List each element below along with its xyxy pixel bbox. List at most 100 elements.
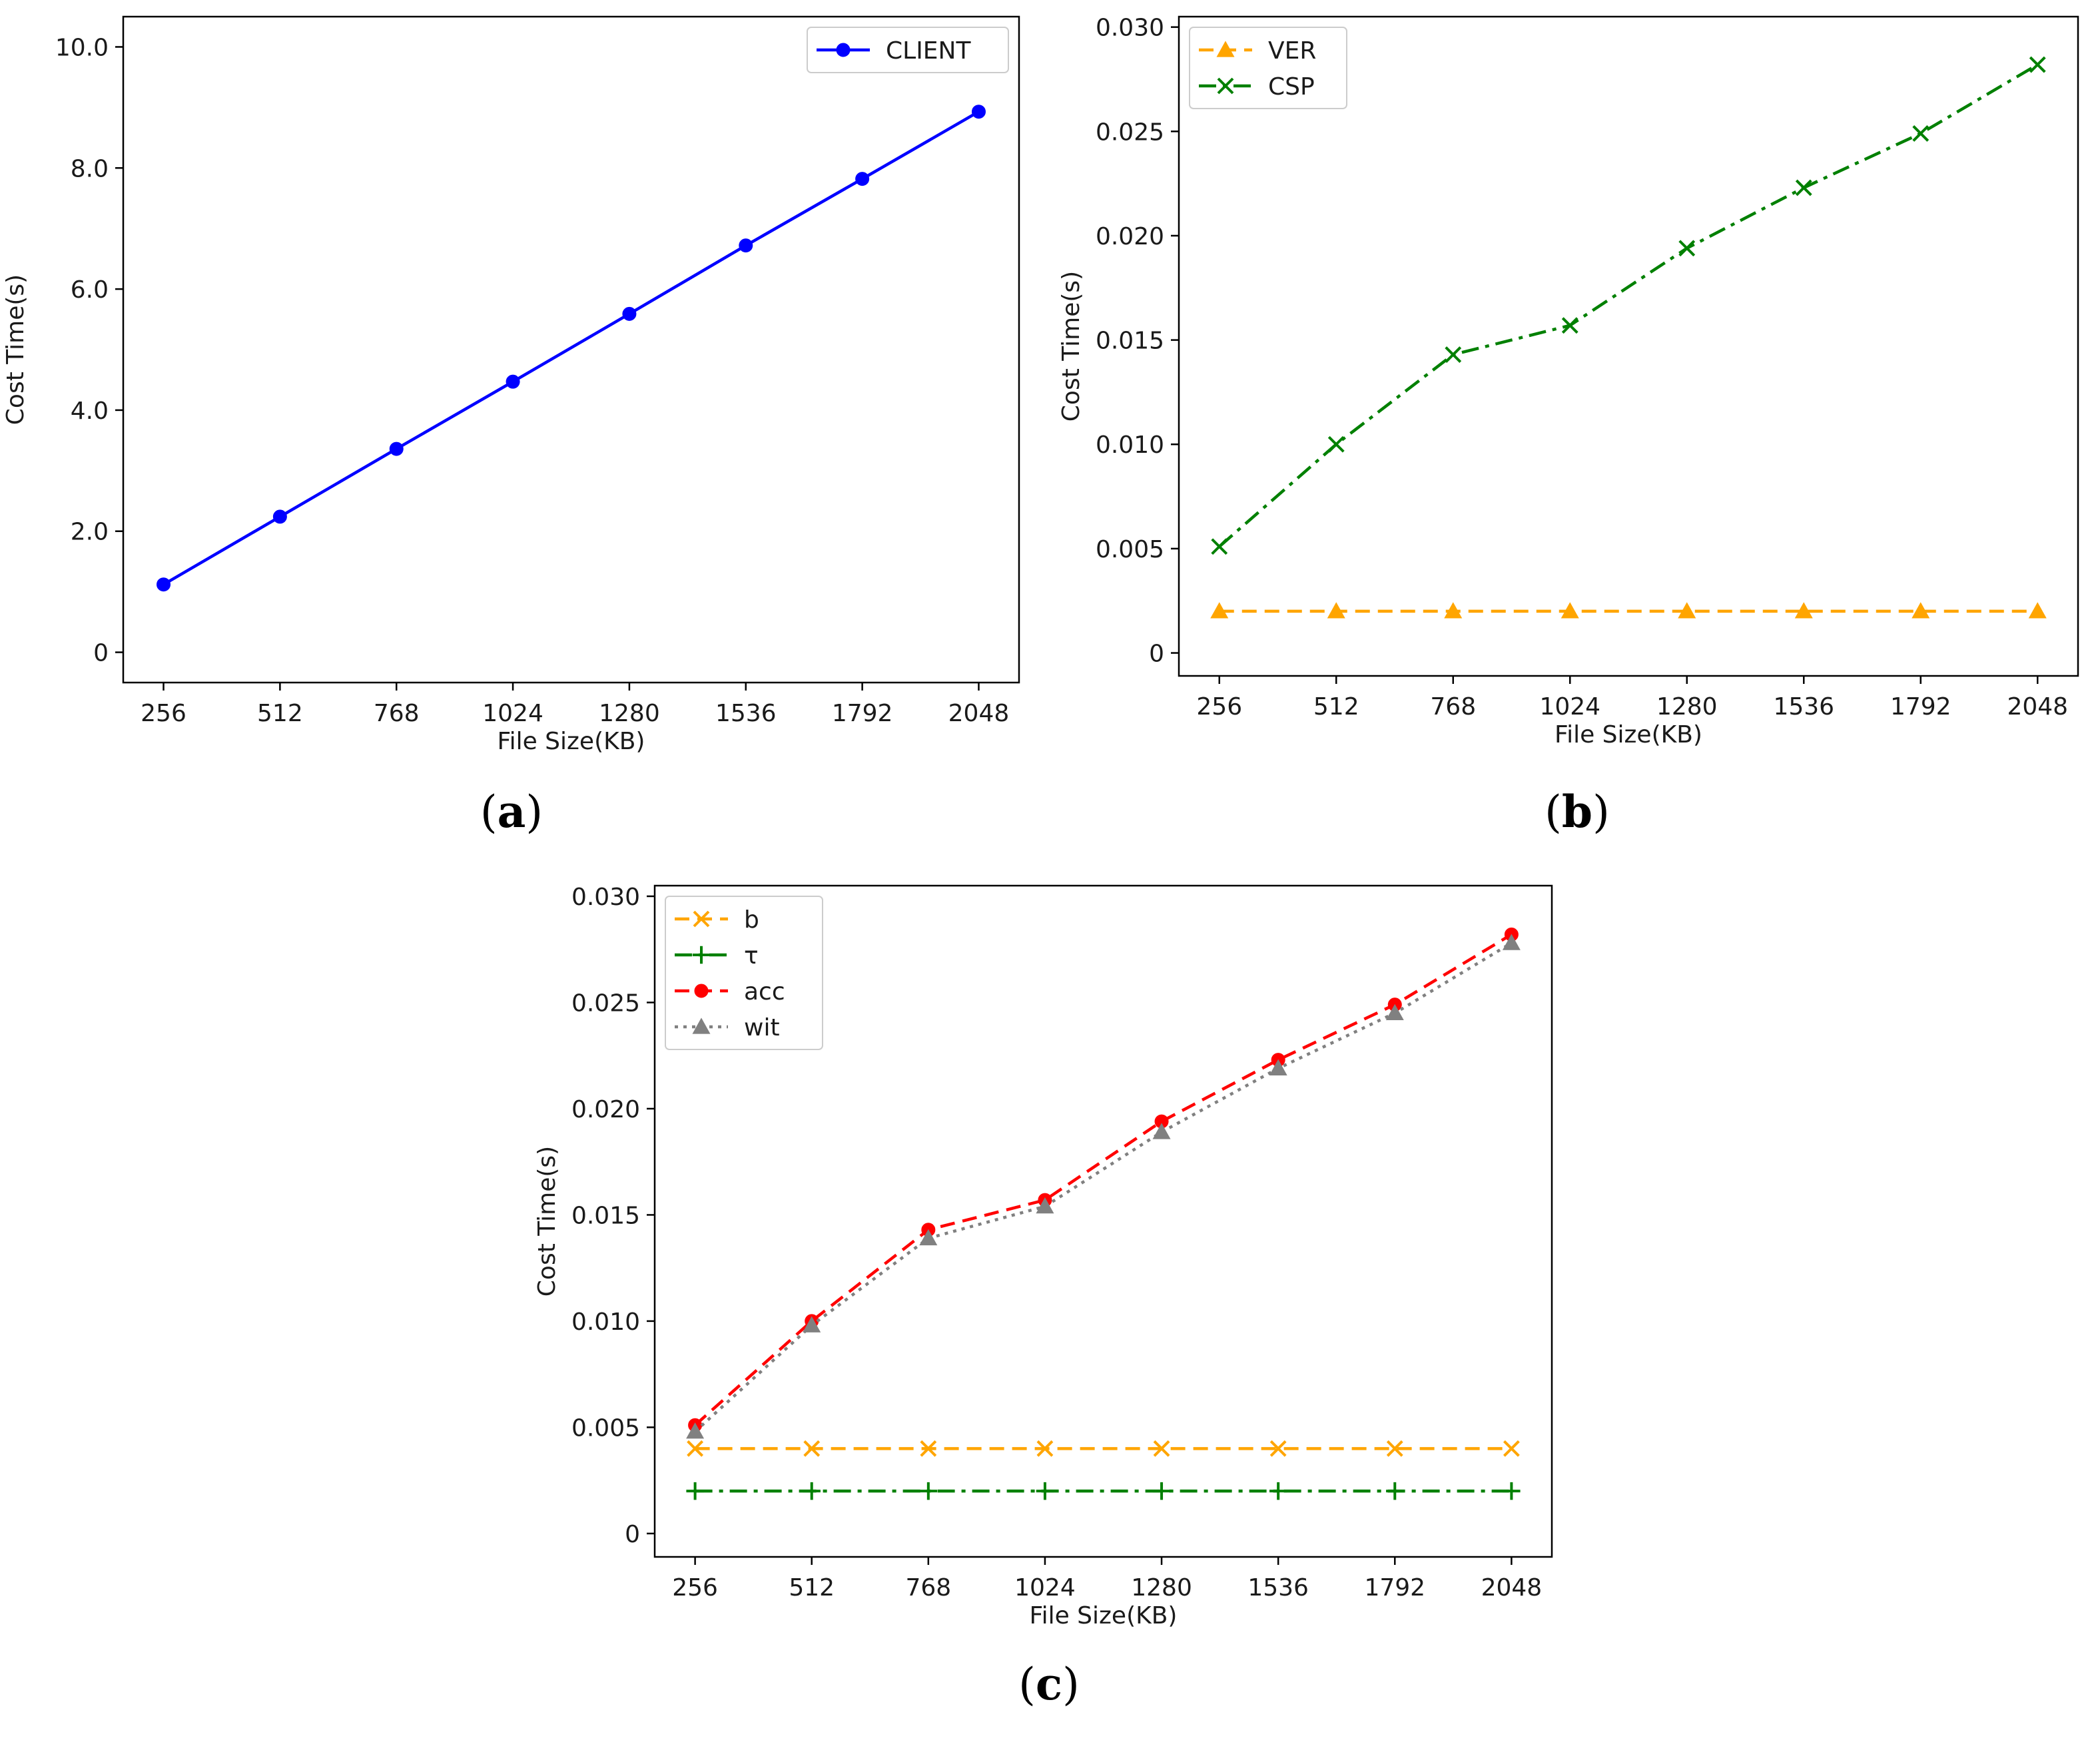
y-tick-label: 0.015 xyxy=(1096,328,1164,355)
data-point xyxy=(2028,602,2047,619)
caption-letter: a xyxy=(498,786,526,838)
data-point xyxy=(1152,1123,1171,1139)
x-tick-label: 512 xyxy=(257,700,303,727)
data-point xyxy=(1210,602,1229,619)
y-tick-label: 10.0 xyxy=(55,34,109,61)
series-b xyxy=(687,1440,1520,1457)
legend: CLIENT xyxy=(807,27,1009,73)
data-point xyxy=(803,1482,821,1500)
data-point xyxy=(1269,1482,1287,1500)
data-point xyxy=(1912,125,1929,142)
y-axis-label: Cost Time(s) xyxy=(2,274,29,425)
x-tick-label: 1792 xyxy=(1364,1574,1425,1601)
y-tick-label: 0.015 xyxy=(571,1202,640,1229)
legend-marker xyxy=(1217,77,1234,95)
data-point xyxy=(1678,240,1696,257)
y-tick-label: 8.0 xyxy=(71,155,109,182)
legend: VER CSP xyxy=(1189,27,1347,109)
legend-label: VER xyxy=(1268,37,1316,65)
legend-marker xyxy=(693,910,710,928)
x-tick-label: 2048 xyxy=(948,700,1010,727)
plot-frame xyxy=(1178,15,2079,677)
x-tick-label: 1792 xyxy=(1890,693,1951,721)
y-axis-label: Cost Time(s) xyxy=(1058,271,1085,422)
data-point xyxy=(920,1440,937,1457)
data-point xyxy=(1036,1482,1054,1500)
y-tick-label: 0.010 xyxy=(571,1309,640,1336)
data-point xyxy=(389,441,404,456)
data-point xyxy=(1503,1482,1521,1500)
data-point xyxy=(1386,1440,1403,1457)
y-tick-label: 0.020 xyxy=(571,1096,640,1123)
legend: bτ acc wit xyxy=(665,896,823,1050)
caption-c: (c) xyxy=(1018,1658,1080,1710)
data-point xyxy=(622,306,637,321)
legend-marker xyxy=(1216,41,1235,57)
data-point xyxy=(1385,1004,1404,1021)
x-tick-label: 768 xyxy=(1430,693,1476,721)
y-tick-label: 0 xyxy=(1149,641,1164,668)
x-tick-label: 1024 xyxy=(1014,1574,1076,1601)
legend-box xyxy=(807,27,1009,73)
y-tick-label: 0.030 xyxy=(571,884,640,911)
x-tick-label: 2048 xyxy=(1481,1574,1543,1601)
data-point xyxy=(1444,602,1463,619)
legend-label: wit xyxy=(744,1014,780,1041)
data-point xyxy=(855,172,870,186)
caption-close: ) xyxy=(525,786,543,838)
caption-open: ( xyxy=(480,786,498,838)
caption-a: (a) xyxy=(480,786,543,838)
data-point xyxy=(1794,602,1813,619)
legend-marker xyxy=(692,946,711,964)
data-point xyxy=(1269,1440,1287,1457)
legend-box xyxy=(665,896,823,1050)
y-tick-label: 0 xyxy=(93,640,109,667)
series-CSP xyxy=(1211,56,2046,555)
series-VER xyxy=(1210,602,2047,619)
legend-label: τ xyxy=(744,942,759,970)
x-tick-label: 2048 xyxy=(2007,693,2068,721)
data-point xyxy=(157,577,171,592)
caption-b: (b) xyxy=(1545,786,1610,838)
y-tick-label: 0.025 xyxy=(1096,119,1164,146)
y-tick-label: 0.025 xyxy=(571,990,640,1017)
legend-label: acc xyxy=(744,978,785,1006)
data-point xyxy=(1561,317,1578,334)
data-point xyxy=(1036,1440,1054,1457)
y-tick-label: 0.020 xyxy=(1096,223,1164,250)
caption-open: ( xyxy=(1545,786,1562,838)
data-point xyxy=(1327,436,1345,453)
series-τ xyxy=(686,1482,1521,1500)
y-tick-label: 0.010 xyxy=(1096,432,1164,459)
legend-label: CSP xyxy=(1268,73,1315,101)
caption-close: ) xyxy=(1062,1659,1080,1710)
plot-frame xyxy=(653,884,1553,1558)
data-point xyxy=(1153,1440,1170,1457)
y-tick-label: 6.0 xyxy=(71,276,109,304)
x-axis-label: File Size(KB) xyxy=(498,728,645,755)
data-point xyxy=(1502,934,1521,950)
data-point xyxy=(1269,1059,1287,1075)
x-axis-label: File Size(KB) xyxy=(1030,1602,1178,1629)
data-point xyxy=(506,374,520,389)
data-point xyxy=(1445,346,1462,363)
y-tick-label: 0 xyxy=(625,1521,640,1548)
x-tick-label: 512 xyxy=(789,1574,835,1601)
data-point xyxy=(1327,602,1345,619)
legend-label: CLIENT xyxy=(886,37,971,65)
y-tick-label: 0.005 xyxy=(1096,536,1164,563)
data-point xyxy=(1912,602,1930,619)
data-point xyxy=(1211,538,1228,555)
data-point xyxy=(2029,56,2046,73)
legend-marker xyxy=(836,43,851,57)
plot-frame xyxy=(122,15,1020,684)
data-point xyxy=(803,1316,821,1332)
y-axis-label: Cost Time(s) xyxy=(533,1146,561,1297)
caption-letter: b xyxy=(1562,786,1592,838)
y-tick-label: 4.0 xyxy=(71,398,109,425)
x-tick-label: 256 xyxy=(141,700,186,727)
x-axis-label: File Size(KB) xyxy=(1555,721,1702,748)
data-point xyxy=(687,1440,704,1457)
legend-marker xyxy=(692,1018,711,1034)
